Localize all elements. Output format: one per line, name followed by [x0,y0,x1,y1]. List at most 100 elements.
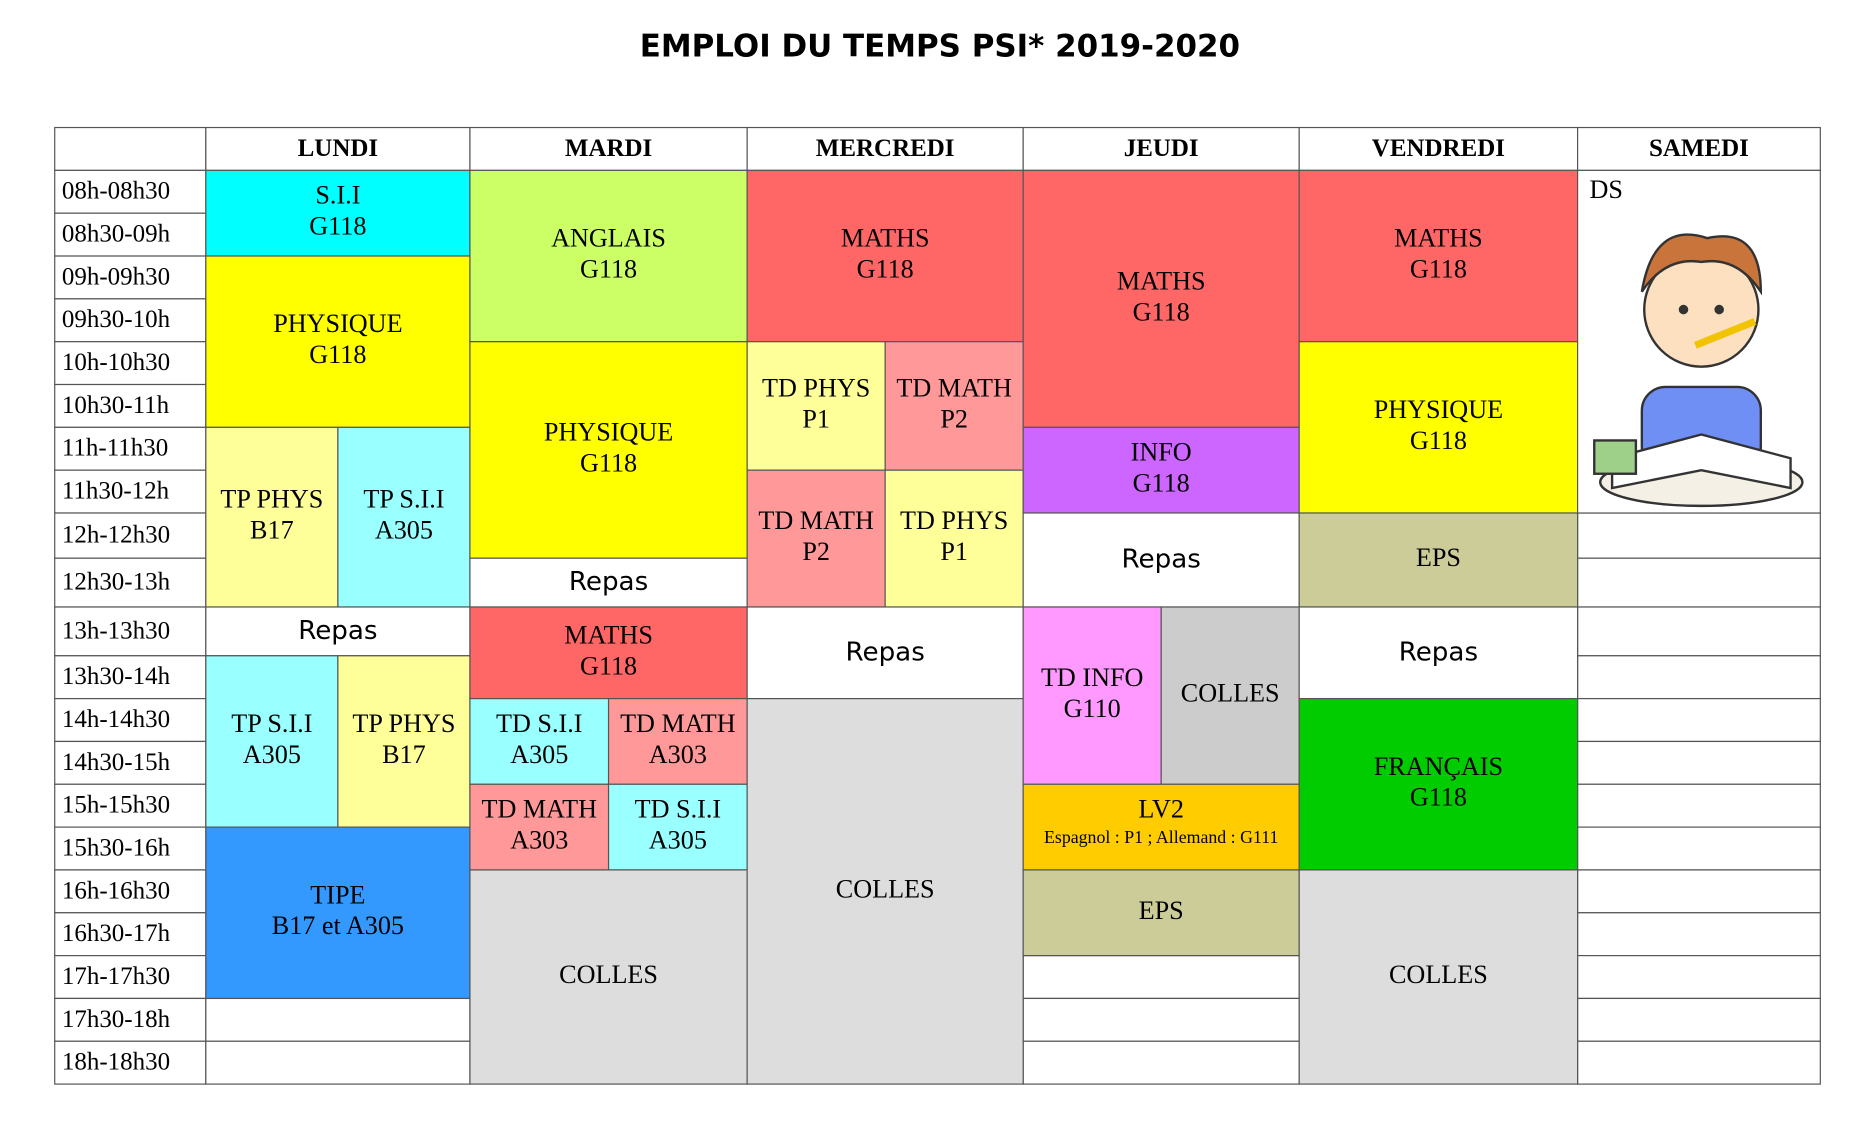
course-label: MATHS [841,224,930,253]
course-block [746,469,886,608]
time-label: 16h-16h30 [62,877,170,904]
time-cell [54,557,207,608]
header-cell [746,126,1024,171]
empty-cell [205,1040,471,1085]
course-block [469,341,748,559]
course-label: G118 [580,254,637,283]
course-label: TD INFO [1041,663,1143,692]
empty-cell [1577,997,1821,1042]
time-cell [54,298,207,343]
course-label: EPS [1416,543,1461,572]
course-label: COLLES [836,874,935,903]
course-block [1022,426,1300,514]
course-block [469,557,748,608]
meal-label: Repas [1122,545,1201,575]
meal-label: Repas [298,616,377,646]
time-label: 15h30-16h [62,834,171,861]
course-label: TD MATH [620,709,736,738]
time-label: 17h-17h30 [62,963,170,990]
course-block [469,169,748,343]
course-block [746,169,1024,343]
course-label: P1 [802,404,830,433]
day-label: MERCREDI [816,135,955,162]
course-label: TD S.I.I [496,709,582,738]
course-block [1022,869,1300,957]
course-label: G118 [1410,783,1467,812]
time-cell [54,740,207,785]
time-label: 14h-14h30 [62,706,170,733]
course-label: TIPE [310,880,365,909]
meal-label: Repas [1399,637,1478,667]
time-label: 12h30-13h [62,569,171,596]
time-label: 11h30-12h [62,478,170,505]
header-cell [1577,126,1821,171]
time-label: 13h30-14h [62,663,171,690]
time-cell [54,1040,207,1085]
course-label: LV2 [1138,795,1184,824]
day-label: SAMEDI [1649,135,1749,162]
course-label: TP S.I.I [231,709,312,738]
empty-cell [205,997,471,1042]
course-label: P1 [940,537,968,566]
course-label: P2 [802,537,830,566]
day-label: LUNDI [298,135,378,162]
empty-cell [1577,655,1821,700]
course-label: MATHS [1394,224,1483,253]
course-label: G118 [309,340,366,369]
course-block [469,698,610,785]
empty-cell [1022,997,1300,1042]
course-block [1022,606,1162,785]
empty-cell [1577,740,1821,785]
course-label: B17 [382,740,426,769]
empty-cell [1577,557,1821,608]
time-cell [54,655,207,700]
meal-label: Repas [569,567,648,597]
empty-cell [1577,783,1821,828]
course-block [337,426,471,608]
course-label: FRANÇAIS [1374,752,1503,781]
empty-cell [1577,955,1821,1000]
course-block [746,698,1024,1085]
course-label: PHYSIQUE [1374,395,1503,424]
course-label: A305 [649,826,707,855]
course-block [205,255,471,428]
course-label: A303 [510,826,568,855]
time-label: 08h30-09h [62,221,171,248]
course-label: A305 [243,740,301,769]
time-cell [54,698,207,743]
course-label: TD PHYS [900,506,1008,535]
course-label: G110 [1064,694,1121,723]
course-label: TD PHYS [762,373,870,402]
course-label: ANGLAIS [551,224,666,253]
time-cell [54,212,207,257]
course-block [1298,869,1579,1085]
day-label: VENDREDI [1372,135,1505,162]
course-block [1298,512,1579,608]
course-label: S.I.I [315,181,360,210]
course-block [469,783,610,871]
course-label: TD MATH [896,373,1012,402]
course-label: Espagnol : P1 ; Allemand : G111 [1044,827,1278,847]
course-label: MATHS [564,620,653,649]
time-label: 17h30-18h [62,1006,171,1033]
title: EMPLOI DU TEMPS PSI* 2019-2020 [640,28,1240,64]
course-block [884,341,1024,471]
header-cell [469,126,748,171]
course-label: PHYSIQUE [544,417,673,446]
course-label: EPS [1139,896,1184,925]
course-label: B17 et A305 [272,911,404,940]
course-block [884,469,1024,608]
time-label: 08h-08h30 [62,178,170,205]
course-label: DS [1589,175,1622,204]
time-label: 11h-11h30 [62,435,168,462]
empty-cell [1577,912,1821,957]
course-block [746,341,886,471]
course-label: G118 [857,254,914,283]
time-cell [54,869,207,914]
time-label: 16h30-17h [62,920,171,947]
empty-cell [1577,698,1821,743]
course-label: INFO [1131,438,1192,467]
empty-cell [1577,826,1821,871]
